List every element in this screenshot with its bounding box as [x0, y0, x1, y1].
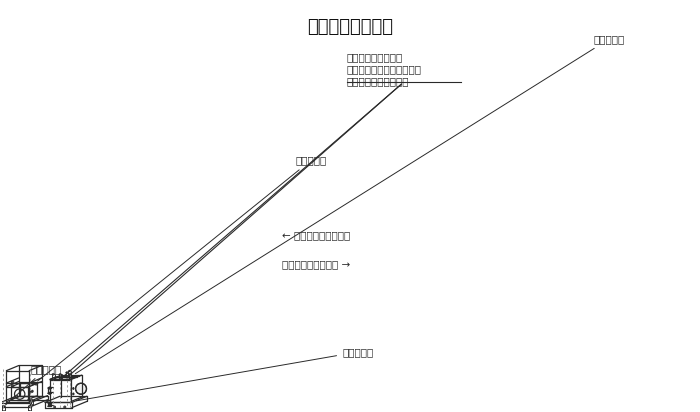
Text: 减震垫压条: 减震垫压条 [38, 155, 327, 381]
Circle shape [50, 403, 52, 405]
Ellipse shape [52, 374, 55, 375]
Ellipse shape [29, 406, 32, 407]
Ellipse shape [69, 379, 71, 380]
Circle shape [11, 381, 14, 383]
Circle shape [11, 385, 14, 387]
Ellipse shape [73, 393, 74, 395]
Text: 先用尖锐物在这两个
凹槽内，弄出小孔各一个；
再上配送的垫片、螺钉: 先用尖锐物在这两个 凹槽内，弄出小孔各一个； 再上配送的垫片、螺钉 [346, 53, 421, 86]
Ellipse shape [29, 411, 32, 412]
Ellipse shape [2, 411, 5, 412]
Text: 减震橡胶垫: 减震橡胶垫 [6, 364, 62, 405]
Circle shape [53, 406, 55, 408]
Ellipse shape [59, 374, 62, 375]
Ellipse shape [30, 405, 33, 406]
Ellipse shape [52, 379, 55, 380]
Circle shape [48, 392, 50, 394]
Ellipse shape [2, 406, 5, 407]
Ellipse shape [29, 391, 32, 393]
Circle shape [35, 382, 37, 385]
Circle shape [76, 383, 87, 394]
Ellipse shape [59, 379, 62, 380]
Ellipse shape [66, 372, 69, 373]
Text: ← 泵上的安装孔朝下时: ← 泵上的安装孔朝下时 [283, 230, 351, 240]
Text: 减震橡胶垫: 减震橡胶垫 [76, 34, 624, 374]
Ellipse shape [69, 370, 71, 372]
Circle shape [64, 406, 66, 408]
Ellipse shape [73, 387, 74, 389]
Ellipse shape [32, 390, 33, 392]
Text: 泵上的安装孔朝上时 →: 泵上的安装孔朝上时 → [283, 260, 351, 269]
Circle shape [48, 387, 50, 389]
Ellipse shape [30, 400, 33, 401]
Ellipse shape [66, 377, 69, 378]
Text: 减震垫安装示意图: 减震垫安装示意图 [307, 18, 393, 36]
Text: 减震垫压条: 减震垫压条 [76, 347, 373, 401]
Ellipse shape [69, 375, 71, 376]
Ellipse shape [69, 374, 71, 375]
